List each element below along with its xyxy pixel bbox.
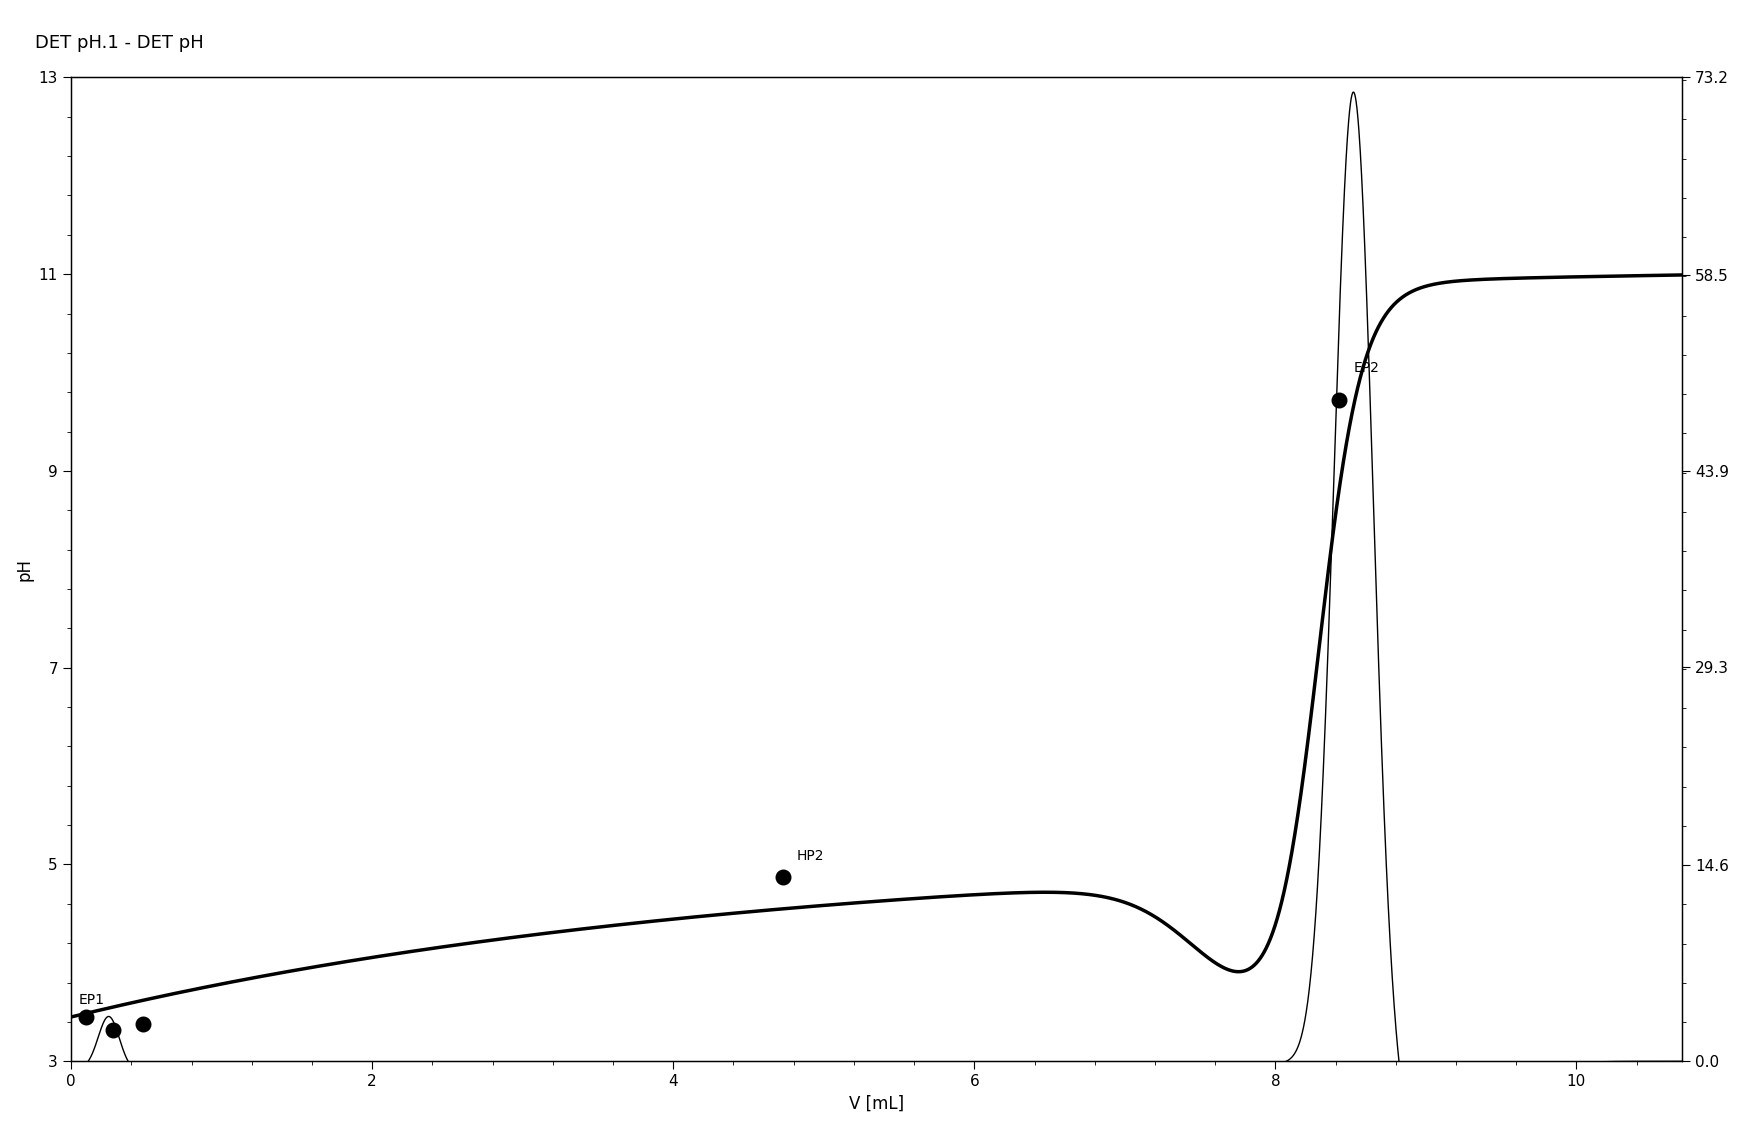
Text: EP2: EP2 xyxy=(1353,361,1380,374)
Point xyxy=(129,1015,157,1033)
Text: DET pH.1 - DET pH: DET pH.1 - DET pH xyxy=(35,34,204,52)
Text: HP2: HP2 xyxy=(797,848,825,863)
Text: EP1: EP1 xyxy=(78,993,105,1007)
X-axis label: V [mL]: V [mL] xyxy=(849,1095,903,1113)
Point xyxy=(99,1021,127,1039)
Y-axis label: pH: pH xyxy=(16,558,33,581)
Point xyxy=(1325,391,1353,409)
Point xyxy=(769,869,797,887)
Point xyxy=(72,1008,99,1026)
